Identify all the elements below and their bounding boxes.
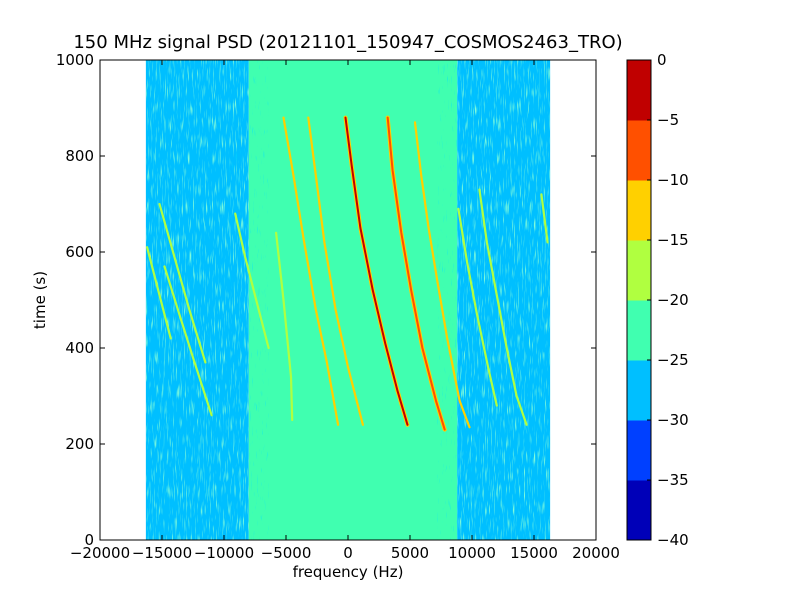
x-tick-label: −5000 [261,544,312,562]
colorbar-tick-label: −20 [657,291,689,309]
signal-trace [146,246,172,340]
x-tick-label: 15000 [510,544,558,562]
colorbar-segment [627,420,651,481]
colorbar: −40 −35 −30 −25 −20 −15 −10 −5 0 [626,51,689,549]
y-axis: 0 200 400 600 800 1000 [56,51,596,549]
colorbar-tick-label: −5 [657,111,679,129]
x-axis: −20000 −15000 −10000 −5000 0 5000 10000 15000 20… [70,60,620,562]
right-transition-texture [437,60,478,540]
x-tick-label: −10000 [194,544,254,562]
colorbar-tick-label: −40 [657,531,689,549]
psd-background [145,60,551,540]
signal-trace [307,116,364,426]
x-tick-label: −15000 [132,544,192,562]
colorbar-tick-label: −25 [657,351,689,369]
colorbar-tick-label: −30 [657,411,689,429]
signal-trace [413,121,471,429]
signal-trace [234,212,270,350]
x-tick-label: 0 [343,544,353,562]
colorbar-tick-label: −35 [657,471,689,489]
y-tick-label: 600 [65,243,94,261]
chart-title: 150 MHz signal PSD (20121101_150947_COSM… [73,32,622,53]
colorbar-segment [627,180,651,241]
center-band [248,60,458,540]
signal-traces [146,115,549,432]
y-tick-label: 800 [65,147,94,165]
colorbar-segment [627,120,651,181]
signal-trace [540,193,549,244]
y-tick-label: 1000 [56,51,94,69]
colorbar-segment [627,240,651,301]
y-axis-title: time (s) [31,271,49,329]
signal-trace [386,116,446,431]
y-tick-label: 0 [84,531,94,549]
x-tick-label: 5000 [391,544,429,562]
signal-trace [478,188,528,426]
x-tick-label: 20000 [572,544,620,562]
plot-area [145,60,551,540]
x-tick-label: 10000 [448,544,496,562]
x-axis-title: frequency (Hz) [293,563,404,581]
colorbar-segment [627,360,651,421]
y-tick-label: 400 [65,339,94,357]
colorbar-segment [627,480,651,541]
colorbar-segment [627,300,651,361]
y-tick-label: 200 [65,435,94,453]
colorbar-tick-label: −15 [657,231,689,249]
signal-trace [158,202,207,364]
colorbar-tick-label: −10 [657,171,689,189]
x-tick-label: −20000 [70,544,130,562]
left-transition-texture [228,60,269,540]
signal-trace [282,116,340,426]
colorbar-segment [627,60,651,121]
colorbar-tick-label: 0 [657,51,667,69]
signal-trace [163,265,213,417]
signal-trace [457,207,498,407]
signal-trace [275,231,294,422]
signal-trace [344,116,409,426]
